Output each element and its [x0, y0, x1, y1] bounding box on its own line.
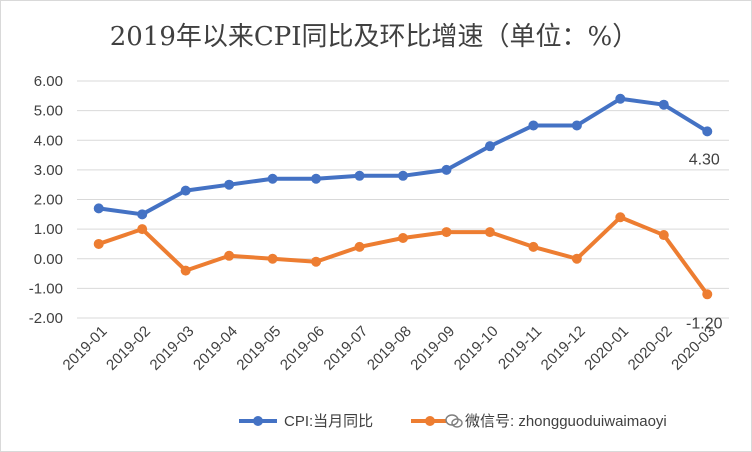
- data-point: [398, 233, 408, 244]
- x-tick-label: 2019-07: [320, 323, 371, 374]
- x-tick-label: 2019-09: [407, 323, 458, 374]
- data-point: [441, 227, 452, 238]
- gridlines: [77, 80, 729, 319]
- x-tick-label: 2020-01: [581, 323, 632, 374]
- x-axis-ticks: 2019-012019-022019-032019-042019-052019-…: [60, 323, 719, 374]
- data-point: [180, 185, 191, 196]
- y-tick-label: -1.00: [29, 280, 63, 297]
- legend-entry-2: [411, 416, 449, 426]
- data-point: [137, 209, 148, 220]
- data-point: [702, 289, 713, 300]
- data-point: [267, 253, 278, 264]
- data-point: [224, 179, 235, 190]
- y-tick-label: 1.00: [34, 221, 63, 238]
- x-tick-label: 2019-04: [190, 323, 241, 374]
- legend-entry-1: CPI:当月同比: [239, 413, 373, 430]
- legend: CPI:当月同比 微信号: zhongguoduiwaimaoyi: [239, 413, 667, 430]
- y-tick-label: 4.00: [34, 132, 63, 149]
- data-point: [528, 241, 539, 252]
- x-tick-label: 2019-08: [364, 323, 415, 374]
- series-2: [93, 212, 713, 300]
- x-tick-label: 2019-05: [233, 323, 284, 374]
- x-tick-label: 2019-02: [103, 323, 154, 374]
- data-point: [441, 164, 452, 175]
- x-tick-label: 2020-02: [625, 323, 676, 374]
- legend-label: CPI:当月同比: [284, 413, 373, 430]
- data-point: [354, 241, 365, 252]
- series-1: [93, 93, 713, 220]
- x-tick-label: 2019-06: [277, 323, 328, 374]
- y-tick-label: 6.00: [34, 73, 63, 90]
- y-tick-label: 0.00: [34, 251, 63, 268]
- data-point: [571, 120, 582, 131]
- data-point: [658, 99, 669, 110]
- data-point: [615, 212, 626, 223]
- data-point: [702, 126, 713, 137]
- legend-marker: [425, 416, 435, 426]
- end-value-label: 4.30: [689, 151, 720, 168]
- data-point: [267, 173, 278, 184]
- data-point: [484, 141, 495, 152]
- data-point: [93, 238, 104, 249]
- x-tick-label: 2019-11: [495, 323, 545, 373]
- y-tick-label: 5.00: [34, 103, 63, 120]
- y-tick-label: 3.00: [34, 162, 63, 179]
- data-point: [528, 120, 539, 131]
- series-line: [96, 96, 710, 217]
- data-point: [180, 265, 191, 276]
- data-point: [137, 224, 148, 235]
- x-tick-label: 2019-03: [147, 323, 198, 374]
- data-point: [311, 256, 322, 267]
- data-point: [93, 203, 104, 214]
- data-labels: 4.30 -1.20: [686, 151, 723, 332]
- y-tick-label: -2.00: [29, 310, 63, 327]
- watermark-text: 微信号: zhongguoduiwaimaoyi: [465, 413, 667, 430]
- data-point: [354, 170, 365, 181]
- x-tick-label: 2019-01: [60, 323, 111, 374]
- data-point: [571, 253, 582, 264]
- wechat-icon: [445, 413, 463, 429]
- wechat-icon-bubble-2: [451, 418, 463, 428]
- chart-title: 2019年以来CPI同比及环比增速（单位：%）: [110, 22, 639, 52]
- y-tick-label: 2.00: [34, 192, 63, 209]
- end-value-label: -1.20: [686, 315, 723, 332]
- y-axis-ticks: 6.00 5.00 4.00 3.00 2.00 1.00 0.00 -1.00 -2.00: [29, 73, 63, 327]
- data-point: [398, 170, 408, 181]
- x-tick-label: 2019-10: [451, 323, 502, 374]
- data-point: [658, 230, 669, 241]
- x-tick-label: 2019-12: [538, 323, 589, 374]
- data-point: [311, 173, 322, 184]
- data-point: [615, 93, 626, 104]
- data-point: [224, 250, 235, 261]
- data-point: [484, 227, 495, 238]
- series-layer: [93, 93, 713, 300]
- legend-marker: [253, 416, 263, 426]
